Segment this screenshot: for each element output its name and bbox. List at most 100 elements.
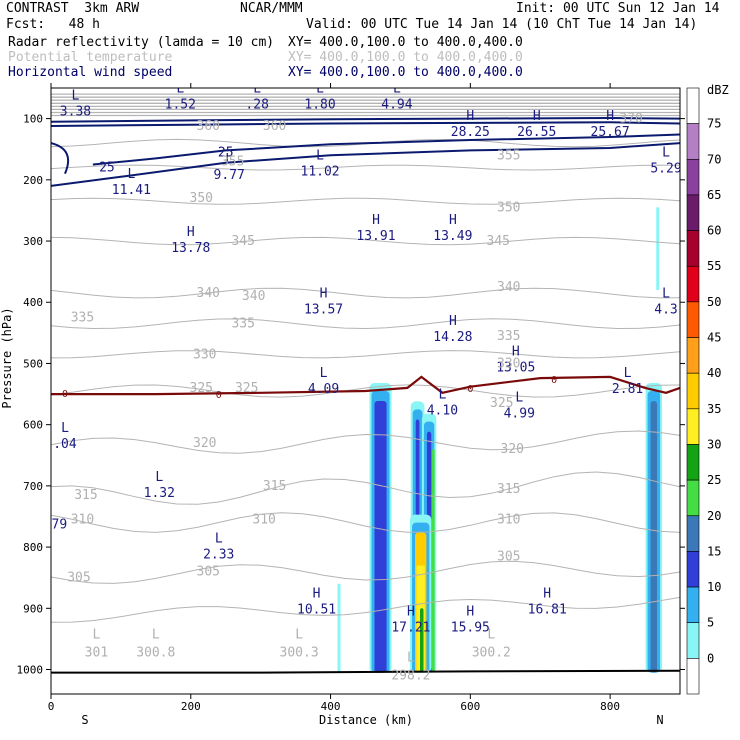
wind-extremum-kind: L	[438, 387, 446, 402]
wind-extremum-value: 13.78	[171, 241, 210, 256]
wind-extremum-value: 28.25	[451, 125, 490, 140]
colorbar-swatch	[686, 230, 700, 267]
theta-contour-label: 305	[497, 549, 520, 564]
theta-contour-label: 335	[231, 317, 254, 332]
freezing-level-label: 0	[551, 375, 557, 386]
field3-name: Horizontal wind speed	[8, 65, 173, 80]
colorbar-swatch	[686, 586, 700, 624]
colorbar-unit: dBZ	[707, 83, 729, 97]
wind-extremum-value: 25.67	[591, 125, 630, 140]
reflectivity-core-detail	[431, 449, 435, 673]
wind-extremum-value: .04	[53, 437, 77, 452]
theta-extremum-kind: L	[487, 627, 495, 642]
colorbar-swatch	[686, 337, 700, 374]
y-tick-label: 400	[23, 296, 43, 309]
theta-contour-label: 355	[221, 154, 244, 169]
wind-extremum-value: 2.33	[203, 547, 234, 562]
y-tick-label: 800	[23, 541, 43, 554]
wind-contour-loop	[51, 142, 70, 175]
theta-contour-label: 320	[193, 436, 216, 451]
colorbar-swatch	[686, 444, 700, 481]
freezing-level-label: 0	[216, 390, 222, 401]
reflectivity-strand	[656, 207, 660, 290]
colorbar-level-label: 20	[707, 509, 721, 523]
colorbar-level-label: 60	[707, 224, 721, 238]
wind-extremum-value: 4.09	[308, 382, 339, 397]
colorbar-level-label: 10	[707, 580, 721, 594]
theta-contour-label: 345	[487, 234, 510, 249]
wind-extremum-value: 2.81	[612, 382, 643, 397]
y-tick-label: 600	[23, 419, 43, 432]
colorbar-swatch	[686, 194, 700, 231]
theta-contour-label: 370	[619, 112, 642, 127]
wind-extremum-value: 11.41	[112, 183, 151, 198]
wind-extremum-kind: H	[543, 586, 551, 601]
wind-extremum-kind: H	[449, 314, 457, 329]
theta-extremum-kind: L	[152, 627, 160, 642]
theta-contour-label: 300.2	[472, 645, 511, 660]
y-tick-label: 100	[23, 113, 43, 126]
wind-extremum-kind: H	[187, 225, 195, 240]
theta-contour-label: 360	[263, 119, 286, 134]
theta-contour-label: 350	[190, 191, 213, 206]
wind-extremum-value: 1.80	[304, 97, 335, 112]
colorbar-level-label: 25	[707, 473, 721, 487]
theta-contour-label: 330	[193, 347, 216, 362]
reflectivity-layer	[337, 207, 663, 673]
theta-contour	[51, 164, 680, 171]
y-tick-label: 300	[23, 235, 43, 248]
wind-extremum-kind: H	[313, 586, 321, 601]
wind-extremum-value: 16.81	[528, 602, 567, 617]
wind-extremum-value: 14.28	[433, 330, 472, 345]
freezing-level-line	[51, 375, 680, 396]
wind-extremum-kind: H	[533, 109, 541, 124]
reflectivity-core-detail	[420, 608, 424, 673]
wind-extremum-value: .28	[245, 97, 268, 112]
theta-contour	[51, 430, 680, 454]
reflectivity-cell-core	[374, 401, 387, 673]
wind-contour-label: 25	[218, 145, 234, 160]
wind-extremum-value: 4.10	[427, 403, 458, 418]
wind-extremum-kind: H	[320, 286, 328, 301]
wind-extremum-value: 4.99	[504, 406, 535, 421]
theta-contour-label: 340	[497, 280, 520, 295]
theta-contour	[51, 560, 680, 584]
wind-contours: 25 25	[51, 116, 680, 187]
theta-contour-label: 340	[242, 289, 265, 304]
wind-extremum-kind: L	[253, 81, 261, 96]
theta-contour-label: 305	[197, 565, 220, 580]
theta-contour-label: 325	[490, 396, 513, 411]
theta-contour-label: 300.3	[280, 645, 319, 660]
colorbar-level-label: 70	[707, 152, 721, 166]
freezing-level-label: 0	[62, 389, 68, 400]
colorbar-level-label: 35	[707, 402, 721, 416]
theta-contour-label: 310	[252, 513, 275, 528]
y-tick-label: 1000	[17, 664, 44, 677]
wind-extremum-value: 17.21	[391, 621, 430, 636]
theta-contour	[51, 596, 680, 623]
theta-contour-label: 335	[497, 329, 520, 344]
colorbar-swatch	[686, 158, 700, 196]
wind-contour	[51, 121, 680, 127]
wind-extremum-value: 1.32	[144, 486, 175, 501]
wind-contour	[51, 116, 680, 123]
theta-extremum-kind: L	[295, 627, 303, 642]
reflectivity-strand	[337, 583, 341, 673]
wind-extremum-kind: L	[155, 470, 163, 485]
x-axis-label: Distance (km)	[319, 713, 413, 727]
institution-label: NCAR/MMM	[240, 1, 303, 16]
wind-extremum-kind: H	[407, 605, 415, 620]
init-time: Init: 00 UTC Sun 12 Jan 14	[516, 1, 720, 16]
theta-contour	[51, 287, 680, 299]
theta-contour-label: 310	[71, 513, 94, 528]
colorbar-level-label: 55	[707, 259, 721, 273]
theta-contour-label: 300.8	[136, 645, 175, 660]
x-tick-label: 0	[48, 700, 55, 713]
wind-extremum-kind: L	[215, 531, 223, 546]
wind-extremum-kind: L	[72, 89, 80, 104]
wind-extremum-kind: H	[466, 109, 474, 124]
wind-extremum-kind: H	[372, 213, 380, 228]
wind-contour	[51, 142, 680, 187]
